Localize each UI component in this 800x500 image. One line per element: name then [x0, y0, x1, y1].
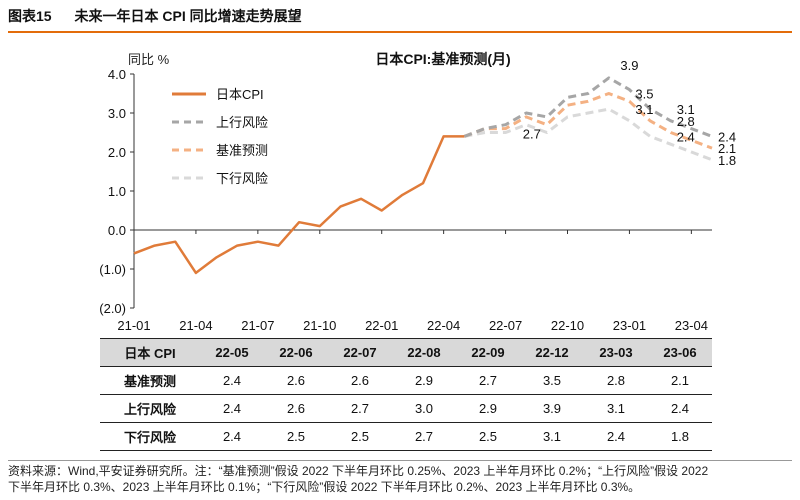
figure-header: 图表15 未来一年日本 CPI 同比增速走势展望 [8, 6, 792, 32]
table-header-month: 22-07 [328, 338, 392, 367]
x-tick-label: 22-07 [489, 318, 522, 333]
x-tick-label: 22-04 [427, 318, 460, 333]
table-cell: 3.1 [584, 394, 648, 423]
table-cell: 3.0 [392, 394, 456, 423]
data-label: 2.4 [718, 129, 736, 144]
table-cell: 2.4 [200, 422, 264, 451]
table-row: 下行风险 2.4 2.5 2.5 2.7 2.5 3.1 2.4 1.8 [100, 422, 712, 451]
series-line-actual [133, 135, 465, 275]
table-cell: 2.5 [328, 422, 392, 451]
y-tick-label: (2.0) [99, 301, 126, 316]
table-row: 基准预测 2.4 2.6 2.6 2.9 2.7 3.5 2.8 2.1 [100, 366, 712, 395]
table-cell: 2.6 [328, 366, 392, 395]
table-cell: 3.9 [520, 394, 584, 423]
source-line-1: 资料来源：Wind,平安证券研究所。注：“基准预测”假设 2022 下半年月环比… [8, 464, 709, 478]
table-header-row: 日本 CPI 22-05 22-06 22-07 22-08 22-09 22-12 23-0… [100, 338, 712, 367]
table-header-month: 22-12 [520, 338, 584, 367]
cpi-line-chart: 日本CPI:基准预测(月) 同比 %4.0 3.0 2.0 1.0 0.0 (1.0) (2.… [99, 51, 736, 333]
x-tick-label: 21-10 [303, 318, 336, 333]
table-cell: 1.8 [648, 422, 712, 451]
table-cell: 2.6 [264, 366, 328, 395]
table-cell: 2.4 [200, 366, 264, 395]
table-cell: 2.5 [264, 422, 328, 451]
source-line-2: 下半年月环比 0.3%、2023 上半年月环比 0.1%；“下行风险”假设 20… [8, 480, 641, 494]
y-tick-label: (1.0) [99, 262, 126, 277]
table-cell: 2.5 [456, 422, 520, 451]
x-tick-label: 23-04 [675, 318, 708, 333]
table-header-month: 22-05 [200, 338, 264, 367]
table-row: 上行风险 2.4 2.6 2.7 3.0 2.9 3.9 3.1 2.4 [100, 394, 712, 423]
table-cell: 2.7 [392, 422, 456, 451]
data-label: 2.4 [677, 129, 695, 144]
table-header-month: 22-08 [392, 338, 456, 367]
table-cell: 2.9 [456, 394, 520, 423]
data-label: 2.1 [718, 141, 736, 156]
table-row-label: 下行风险 [100, 422, 200, 451]
data-label: 3.1 [677, 102, 695, 117]
data-label: 1.8 [718, 153, 736, 168]
data-label: 2.7 [523, 127, 541, 142]
y-tick-label: 0.0 [108, 223, 126, 238]
table-header-month: 22-09 [456, 338, 520, 367]
table-header-month: 22-06 [264, 338, 328, 367]
data-label: 3.9 [620, 58, 638, 73]
x-tick-label: 21-04 [179, 318, 212, 333]
table-cell: 2.1 [648, 366, 712, 395]
table-cell: 2.4 [584, 422, 648, 451]
x-tick-label: 21-01 [117, 318, 150, 333]
table-cell: 2.8 [584, 366, 648, 395]
table-cell: 2.4 [200, 394, 264, 423]
legend-label: 上行风险 [216, 115, 268, 130]
table-cell: 2.6 [264, 394, 328, 423]
chart-title: 日本CPI:基准预测(月) [375, 51, 510, 67]
y-tick-label: 1.0 [108, 184, 126, 199]
series-line-upside [463, 76, 713, 138]
forecast-table-container: 日本 CPI 22-05 22-06 22-07 22-08 22-09 22-12 23-0… [100, 338, 712, 451]
data-label: 3.5 [635, 87, 653, 102]
table-header-label: 日本 CPI [100, 338, 200, 367]
figure-title: 未来一年日本 CPI 同比增速走势展望 [74, 8, 302, 24]
x-tick-label: 22-10 [551, 318, 584, 333]
y-tick-label: 2.0 [108, 145, 126, 160]
forecast-table: 日本 CPI 22-05 22-06 22-07 22-08 22-09 22-12 23-0… [100, 338, 712, 451]
table-cell: 3.5 [520, 366, 584, 395]
x-tick-label: 22-01 [365, 318, 398, 333]
table-header-month: 23-03 [584, 338, 648, 367]
table-cell: 3.1 [520, 422, 584, 451]
legend-label: 日本CPI [216, 87, 264, 102]
table-body: 基准预测 2.4 2.6 2.6 2.9 2.7 3.5 2.8 2.1 上行风险 2.4 2.6 2.… [100, 366, 712, 451]
table-cell: 2.4 [648, 394, 712, 423]
table-cell: 2.7 [328, 394, 392, 423]
table-row-label: 上行风险 [100, 394, 200, 423]
data-label: 3.1 [635, 102, 653, 117]
series-line-downside [464, 107, 713, 162]
source-note: 资料来源：Wind,平安证券研究所。注：“基准预测”假设 2022 下半年月环比… [8, 460, 792, 495]
y-tick-label: 3.0 [108, 106, 126, 121]
y-axis-label: 同比 % [128, 52, 170, 67]
legend-label: 下行风险 [216, 171, 268, 186]
table-header-month: 23-06 [648, 338, 712, 367]
header-divider [8, 31, 792, 33]
y-tick-label: 4.0 [108, 67, 126, 82]
legend-label: 基准预测 [216, 143, 268, 158]
data-label: 2.8 [677, 114, 695, 129]
series-line-baseline [463, 92, 713, 150]
table-row-label: 基准预测 [100, 366, 200, 395]
table-cell: 2.7 [456, 366, 520, 395]
table-cell: 2.9 [392, 366, 456, 395]
figure-label: 图表15 [8, 8, 52, 24]
x-tick-label: 21-07 [241, 318, 274, 333]
x-tick-label: 23-01 [613, 318, 646, 333]
